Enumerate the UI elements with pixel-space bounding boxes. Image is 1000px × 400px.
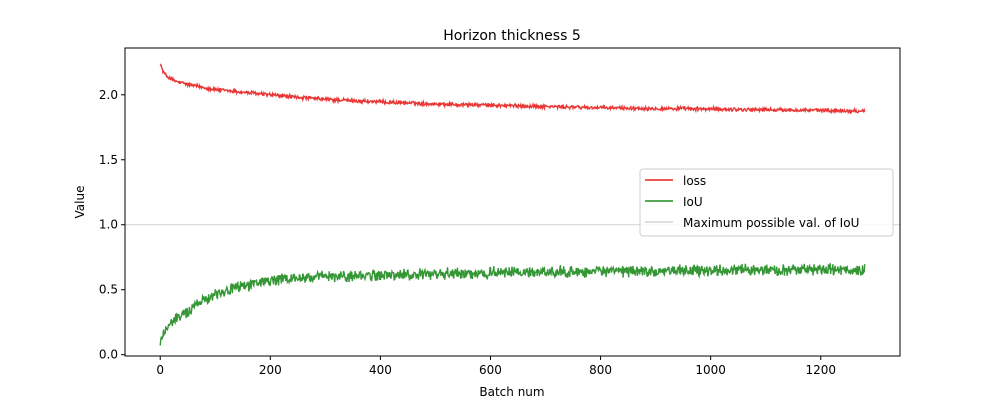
y-axis-label: Value <box>73 186 87 219</box>
x-axis-label: Batch num <box>479 385 544 399</box>
chart-title: Horizon thickness 5 <box>443 28 580 44</box>
series-line-loss <box>159 63 866 115</box>
legend-label-loss: loss <box>683 174 706 188</box>
x-tick-label: 600 <box>479 363 502 377</box>
x-tick-label: 0 <box>156 363 164 377</box>
legend-box <box>639 168 894 237</box>
x-tick-label: 1200 <box>805 363 836 377</box>
x-tick-label: 1000 <box>695 363 726 377</box>
y-tick-label: 0.0 <box>99 348 118 362</box>
plot-frame <box>124 47 901 357</box>
x-tick-label: 200 <box>259 363 282 377</box>
legend: loss IoU Maximum possible val. of IoU <box>639 168 894 237</box>
x-tick-label: 800 <box>589 363 612 377</box>
series-line-iou <box>159 263 866 346</box>
y-tick-label: 0.5 <box>99 283 118 297</box>
y-tick-label: 1.0 <box>99 218 118 232</box>
x-tick-label: 400 <box>369 363 392 377</box>
y-tick-label: 2.0 <box>99 88 118 102</box>
legend-label-iou: IoU <box>683 195 703 209</box>
legend-label-max-iou: Maximum possible val. of IoU <box>683 216 859 230</box>
y-tick-label: 1.5 <box>99 153 118 167</box>
